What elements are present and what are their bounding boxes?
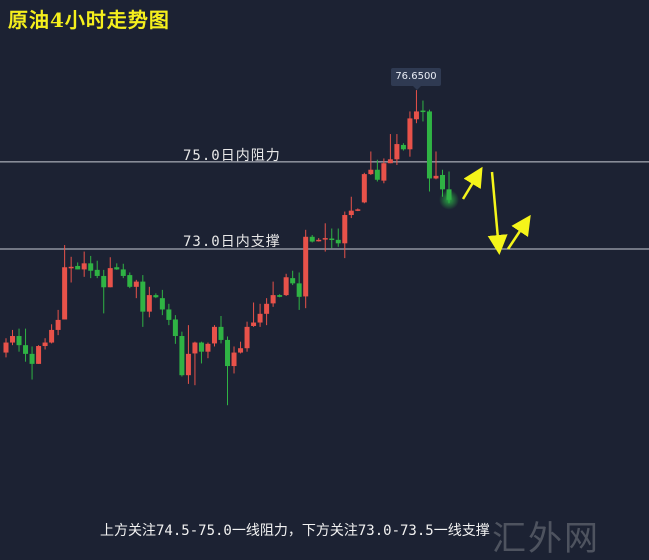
- candle-up: [316, 239, 322, 242]
- candle-down: [23, 345, 29, 354]
- candle-down: [140, 281, 146, 312]
- candle-up: [68, 266, 74, 269]
- candle-down: [440, 174, 446, 190]
- candle-down: [400, 144, 406, 150]
- candle-up: [42, 342, 48, 347]
- candle-down: [218, 326, 224, 340]
- candle-up: [133, 281, 139, 287]
- candle-up: [238, 348, 244, 353]
- candle-down: [166, 309, 172, 320]
- candle-down: [114, 267, 120, 270]
- candle-up: [413, 111, 419, 120]
- candle-up: [55, 319, 61, 330]
- candle-up: [107, 268, 113, 288]
- candle-up: [146, 295, 152, 312]
- candle-up: [303, 236, 309, 297]
- candle-down: [127, 275, 133, 287]
- candle-up: [355, 209, 361, 211]
- candle-up: [36, 346, 42, 364]
- candle-down: [420, 110, 426, 113]
- candle-down: [446, 189, 452, 200]
- watermark: 汇外网: [492, 519, 600, 559]
- candle-down: [374, 169, 380, 180]
- candle-down: [290, 278, 296, 284]
- chart-title: 原油4小时走势图: [8, 8, 170, 32]
- candle-down: [94, 269, 100, 276]
- high-price-tag: 76.6500: [391, 68, 441, 90]
- candle-up: [368, 169, 374, 175]
- candle-down: [29, 353, 35, 364]
- candle-up: [62, 267, 68, 320]
- resistance-label: 75.0日内阻力: [183, 148, 281, 164]
- candle-down: [277, 295, 283, 297]
- candle-up: [283, 277, 289, 296]
- candle-up: [342, 215, 348, 244]
- candle-up: [10, 336, 16, 343]
- forecast-arrow-icon: [506, 214, 531, 250]
- candle-up: [348, 210, 354, 216]
- candle-down: [198, 342, 204, 352]
- candle-down: [159, 298, 165, 310]
- candle-up: [185, 353, 191, 376]
- candle-down: [101, 275, 107, 288]
- candle-up: [205, 343, 211, 352]
- forecast-arrow-icon: [487, 171, 508, 255]
- candle-up: [81, 263, 87, 270]
- candle-down: [120, 269, 126, 276]
- forecast-arrow-icon: [461, 166, 483, 200]
- candle-up: [231, 352, 237, 367]
- candle-down: [329, 238, 335, 241]
- candle-down: [335, 239, 341, 244]
- candle-up: [192, 342, 198, 354]
- candle-down: [225, 339, 231, 367]
- analysis-note: 上方关注74.5-75.0一线阻力，下方关注73.0-73.5一线支撑: [100, 523, 490, 539]
- candle-down: [426, 111, 432, 179]
- candle-up: [257, 313, 263, 323]
- candle-down: [16, 336, 22, 346]
- candle-up: [3, 342, 9, 353]
- candle-down: [296, 283, 302, 297]
- candle-up: [361, 174, 367, 203]
- candle-down: [172, 319, 178, 337]
- candle-down: [179, 336, 185, 376]
- candle-up: [394, 144, 400, 160]
- candle-down: [309, 236, 315, 242]
- candle-up: [251, 322, 257, 327]
- candle-down: [75, 265, 81, 270]
- candle-up: [244, 326, 250, 349]
- candle-up: [270, 295, 276, 304]
- candle-down: [88, 263, 94, 271]
- candle-up: [49, 329, 55, 343]
- candle-up: [322, 238, 328, 240]
- candle-up: [211, 326, 217, 344]
- candle-up: [264, 303, 270, 314]
- candle-up: [381, 163, 387, 181]
- candle-up: [387, 159, 393, 164]
- candle-up: [433, 175, 439, 179]
- candle-down: [153, 295, 159, 298]
- support-label: 73.0日内支撑: [183, 234, 281, 250]
- candle-up: [407, 118, 413, 150]
